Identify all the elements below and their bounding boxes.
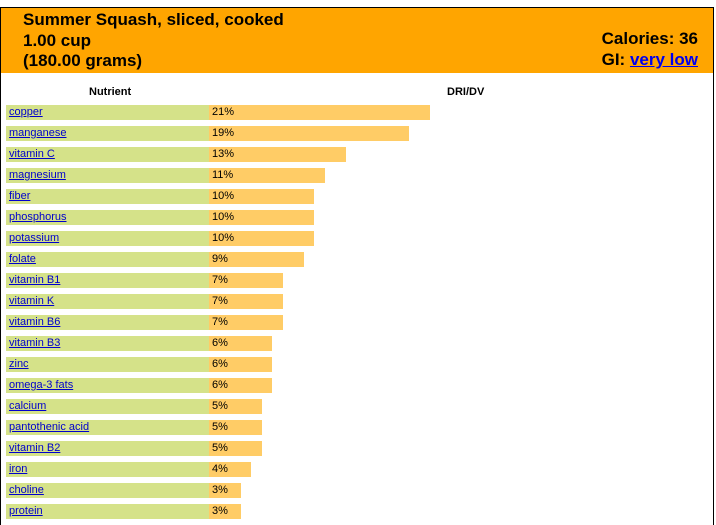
nutrient-name-cell: vitamin B2: [6, 441, 209, 456]
food-title: Summer Squash, sliced, cooked 1.00 cup (…: [23, 10, 284, 72]
dri-percent-label: 3%: [212, 484, 228, 496]
dri-percent-label: 10%: [212, 232, 235, 244]
calories-label: Calories: 36: [601, 29, 698, 48]
nutrient-name-cell: omega-3 fats: [6, 378, 209, 393]
dri-percent-label: 7%: [212, 295, 228, 307]
nutrient-name-cell: vitamin B1: [6, 273, 209, 288]
dri-percent-label: 13%: [212, 148, 235, 160]
nutrient-link[interactable]: vitamin B6: [9, 316, 61, 328]
dri-bar: [209, 273, 283, 288]
dri-bar: [209, 147, 346, 162]
dri-bar: [209, 315, 283, 330]
dri-percent-label: 5%: [212, 442, 228, 454]
nutrient-column-header: Nutrient: [89, 86, 132, 98]
dri-percent-label: 10%: [212, 211, 235, 223]
gi-value-link[interactable]: very low: [629, 50, 698, 69]
dri-bar: [209, 378, 272, 393]
nutrient-link[interactable]: magnesium: [9, 169, 66, 181]
dri-bar: [209, 231, 314, 246]
nutrient-link[interactable]: folate: [9, 253, 36, 265]
nutrient-link[interactable]: manganese: [9, 127, 67, 139]
dri-bar: [209, 483, 241, 498]
nutrient-link[interactable]: fiber: [9, 190, 31, 202]
nutrient-link[interactable]: phosphorus: [9, 211, 67, 223]
dri-dv-column-header: DRI/DV: [447, 86, 485, 98]
nutrient-link[interactable]: iron: [9, 463, 28, 475]
nutrient-link[interactable]: zinc: [9, 358, 29, 370]
nutrient-name-cell: folate: [6, 252, 209, 267]
dri-bar: [209, 189, 314, 204]
nutrient-link[interactable]: calcium: [9, 400, 47, 412]
nutrient-name-cell: choline: [6, 483, 209, 498]
dri-bar: [209, 357, 272, 372]
dri-percent-label: 5%: [212, 400, 228, 412]
dri-percent-label: 7%: [212, 316, 228, 328]
nutrient-link[interactable]: vitamin B1: [9, 274, 61, 286]
dri-bar: [209, 420, 262, 435]
dri-percent-label: 6%: [212, 379, 228, 391]
dri-bar: [209, 294, 283, 309]
nutrient-link[interactable]: vitamin C: [9, 148, 55, 160]
nutrient-name-cell: iron: [6, 462, 209, 477]
nutrient-link[interactable]: vitamin B2: [9, 442, 61, 454]
dri-bar: [209, 210, 314, 225]
dri-percent-label: 11%: [212, 169, 234, 181]
dri-percent-label: 21%: [212, 106, 235, 118]
dri-bar: [209, 399, 262, 414]
serving-grams: (180.00 grams): [23, 51, 143, 70]
nutrient-name-cell: vitamin B6: [6, 315, 209, 330]
nutrient-name-cell: calcium: [6, 399, 209, 414]
nutrient-link[interactable]: potassium: [9, 232, 60, 244]
nutrient-name-cell: vitamin C: [6, 147, 209, 162]
dri-percent-label: 6%: [212, 358, 228, 370]
dri-bar: [209, 336, 272, 351]
dri-bar: [209, 441, 262, 456]
nutrient-panel: Summer Squash, sliced, cooked 1.00 cup (…: [0, 7, 714, 525]
nutrient-name-cell: fiber: [6, 189, 209, 204]
nutrient-link[interactable]: choline: [9, 484, 44, 496]
food-header: Summer Squash, sliced, cooked 1.00 cup (…: [1, 8, 713, 73]
nutrient-link[interactable]: pantothenic acid: [9, 421, 90, 433]
serving-size: 1.00 cup: [23, 30, 92, 50]
nutrient-name-cell: zinc: [6, 357, 209, 372]
dri-percent-label: 19%: [212, 127, 235, 139]
dri-percent-label: 5%: [212, 421, 228, 433]
nutrient-name-cell: pantothenic acid: [6, 420, 209, 435]
nutrient-name-cell: protein: [6, 504, 209, 519]
nutrient-name-cell: potassium: [6, 231, 209, 246]
nutrient-name-cell: vitamin B3: [6, 336, 209, 351]
dri-bar: [209, 126, 409, 141]
nutrient-name-cell: phosphorus: [6, 210, 209, 225]
dri-percent-label: 3%: [212, 505, 228, 517]
nutrient-link[interactable]: protein: [9, 505, 43, 517]
nutrient-name-cell: copper: [6, 105, 209, 120]
dri-percent-label: 9%: [212, 253, 228, 265]
dri-percent-label: 6%: [212, 337, 228, 349]
calorie-box: Calories: 36 GI: very low: [602, 28, 698, 70]
dri-percent-label: 7%: [212, 274, 228, 286]
dri-percent-label: 10%: [212, 190, 235, 202]
dri-bar: [209, 504, 241, 519]
dri-bar: [209, 168, 325, 183]
nutrient-name-cell: magnesium: [6, 168, 209, 183]
dri-percent-label: 4%: [212, 463, 228, 475]
dri-bar: [209, 105, 430, 120]
nutrient-link[interactable]: vitamin B3: [9, 337, 61, 349]
nutrient-name-cell: vitamin K: [6, 294, 209, 309]
dri-bar: [209, 252, 304, 267]
food-name: Summer Squash, sliced, cooked: [23, 10, 284, 29]
nutrient-link[interactable]: omega-3 fats: [9, 379, 74, 391]
nutrient-name-cell: manganese: [6, 126, 209, 141]
gi-label: GI:: [601, 50, 626, 69]
nutrient-link[interactable]: vitamin K: [9, 295, 55, 307]
dri-bar: [209, 462, 251, 477]
gi-line: GI: very low: [602, 49, 698, 70]
nutrient-link[interactable]: copper: [9, 106, 43, 118]
